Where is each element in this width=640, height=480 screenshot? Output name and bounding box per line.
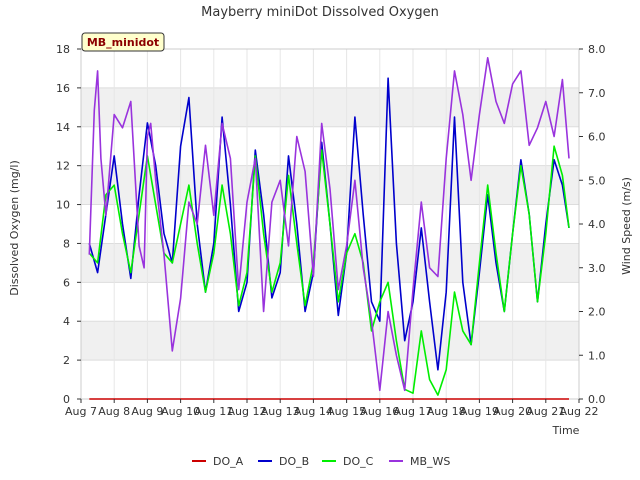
x-tick-label: Aug 21	[526, 405, 565, 418]
y-tick-label: 10	[56, 199, 70, 212]
y2-tick-label: 4.0	[588, 218, 606, 231]
y2-tick-label: 0.0	[588, 393, 606, 406]
plot-band	[81, 243, 579, 283]
x-tick-label: Aug 10	[161, 405, 200, 418]
x-tick-label: Aug 12	[228, 405, 267, 418]
x-tick-label: Aug 11	[194, 405, 233, 418]
station-badge-label: MB_minidot	[87, 36, 159, 49]
x-tick-label: Aug 14	[294, 405, 333, 418]
y-tick-label: 2	[63, 354, 70, 367]
x-tick-label: Aug 9	[131, 405, 163, 418]
x-tick-label: Aug 22	[560, 405, 599, 418]
y-axis-right: 0.0 1.0 2.0 3.0 4.0 5.0 6.0 7.0 8.0	[579, 43, 606, 406]
station-badge: MB_minidot	[81, 32, 165, 52]
chart-title: Mayberry miniDot Dissolved Oxygen	[201, 5, 439, 20]
y-tick-label: 4	[63, 315, 70, 328]
x-tick-label: Aug 13	[261, 405, 300, 418]
y-tick-label: 18	[56, 43, 70, 56]
x-tick-label: Aug 18	[427, 405, 466, 418]
legend-label: DO_B	[279, 455, 309, 468]
x-tick-label: Aug 19	[460, 405, 499, 418]
x-tick-label: Aug 15	[327, 405, 366, 418]
y-axis-left: 0 2 4 6 8 10 12 14 16 18	[56, 43, 81, 406]
y-tick-label: 14	[56, 121, 70, 134]
series-line-do-c	[88, 145, 570, 396]
y-tick-label: 16	[56, 82, 70, 95]
y-tick-label: 6	[63, 276, 70, 289]
y2-tick-label: 1.0	[588, 349, 606, 362]
series-line-mb-ws	[88, 56, 570, 392]
y2-axis-label: Wind Speed (m/s)	[620, 177, 633, 275]
y2-tick-label: 3.0	[588, 262, 606, 275]
y2-tick-label: 7.0	[588, 87, 606, 100]
x-tick-label: Aug 7	[65, 405, 97, 418]
y-tick-label: 0	[63, 393, 70, 406]
x-tick-label: Aug 16	[360, 405, 399, 418]
legend-label: DO_C	[343, 455, 374, 468]
plot-band	[81, 321, 579, 361]
y2-tick-label: 5.0	[588, 174, 606, 187]
y2-tick-label: 8.0	[588, 43, 606, 56]
legend-label: DO_A	[213, 455, 244, 468]
y2-tick-label: 6.0	[588, 131, 606, 144]
y2-tick-label: 2.0	[588, 306, 606, 319]
x-axis-label: Time	[552, 424, 580, 437]
legend-label: MB_WS	[410, 455, 450, 468]
y-tick-label: 12	[56, 160, 70, 173]
legend: DO_A DO_B DO_C MB_WS	[192, 455, 450, 468]
series-lines	[88, 56, 570, 400]
y-axis-label: Dissolved Oxygen (mg/l)	[8, 160, 21, 295]
x-tick-label: Aug 20	[493, 405, 532, 418]
x-tick-label: Aug 17	[394, 405, 433, 418]
y-tick-label: 8	[63, 237, 70, 250]
plot-band	[81, 87, 579, 127]
x-tick-label: Aug 8	[98, 405, 130, 418]
